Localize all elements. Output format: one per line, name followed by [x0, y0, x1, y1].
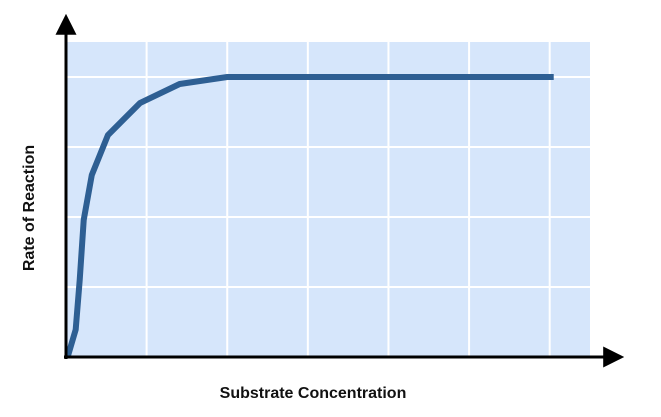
- data-line: [64, 74, 554, 358]
- x-axis-label: Substrate Concentration: [220, 385, 407, 402]
- y-axis-label: Rate of Reaction: [21, 145, 38, 271]
- plot-area: [66, 42, 590, 357]
